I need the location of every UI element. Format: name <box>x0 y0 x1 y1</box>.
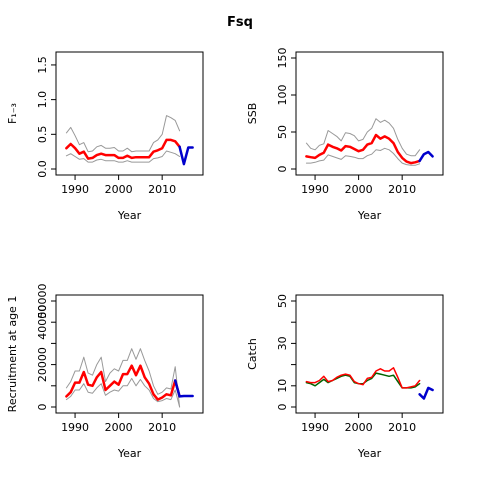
y-tick-label: 20000 <box>36 347 49 382</box>
series-model-line <box>305 372 421 389</box>
series-upper-line <box>305 118 421 157</box>
x-axis-label: Year <box>357 447 382 460</box>
series-forecast-line <box>418 150 434 163</box>
series-forecast-line <box>173 379 194 398</box>
y-tick-label: 150 <box>276 48 289 69</box>
x-tick-label: 2010 <box>148 421 176 434</box>
y-axis-label: F₁₋₃ <box>6 103 19 124</box>
y-tick-label: 10 <box>276 379 289 393</box>
y-tick-label: 1.0 <box>36 91 49 109</box>
x-tick-label: 2010 <box>388 183 416 196</box>
x-axis-label: Year <box>117 447 142 460</box>
y-axis-label: SSB <box>246 103 259 125</box>
x-tick-label: 2000 <box>105 421 133 434</box>
series-upper-line <box>65 348 181 408</box>
panel-catch: 0 10 30 50 1990 2000 2010 Year Catch <box>246 294 444 460</box>
y-tick-label: 0 <box>276 404 289 411</box>
plot-frame <box>295 294 444 414</box>
series-estimate-line <box>65 138 181 160</box>
y-tick-label: 50 <box>276 125 289 139</box>
series-forecast-line <box>418 386 434 400</box>
series-estimate-line <box>65 364 181 401</box>
x-tick-label: 1990 <box>301 183 329 196</box>
series-upper-line <box>65 115 181 153</box>
y-axis-label: Catch <box>246 338 259 370</box>
y-tick-label: 0 <box>276 166 289 173</box>
plot-frame <box>295 51 444 176</box>
x-axis-label: Year <box>357 209 382 222</box>
y-tick-label: 30 <box>276 336 289 350</box>
x-tick-label: 1990 <box>61 183 89 196</box>
panel-ssb: 0 50 100 150 1990 2000 2010 Year SSB <box>246 48 444 222</box>
y-tick-label: 0 <box>36 404 49 411</box>
x-tick-label: 2000 <box>105 183 133 196</box>
x-tick-label: 1990 <box>301 421 329 434</box>
x-axis-label: Year <box>117 209 142 222</box>
x-tick-label: 2000 <box>345 421 373 434</box>
series-lower-line <box>305 147 421 166</box>
series-estimate-line <box>305 133 421 165</box>
y-tick-label: 50 <box>276 294 289 308</box>
y-tick-label: 40000 <box>36 305 49 340</box>
x-tick-label: 1990 <box>61 421 89 434</box>
y-tick-label: 50000 <box>36 284 49 319</box>
y-axis-label: Recruitment at age 1 <box>6 296 19 413</box>
series-lower-line <box>65 150 181 163</box>
plot-frame <box>55 51 204 176</box>
y-tick-label: 0.0 <box>36 160 49 178</box>
x-tick-label: 2010 <box>388 421 416 434</box>
series-observed-line <box>305 367 421 389</box>
plot-frame <box>55 294 204 414</box>
figure-title: Fsq <box>227 15 253 30</box>
y-tick-label: 100 <box>276 85 289 106</box>
y-tick-label: 1.5 <box>36 56 49 74</box>
x-tick-label: 2000 <box>345 183 373 196</box>
x-tick-label: 2010 <box>148 183 176 196</box>
panel-f: 0.0 0.5 1.0 1.5 1990 2000 2010 Year F₁₋₃ <box>6 51 204 222</box>
series-forecast-line <box>178 145 194 166</box>
y-tick-label: 0.5 <box>36 126 49 144</box>
series-lower-line <box>65 377 181 408</box>
